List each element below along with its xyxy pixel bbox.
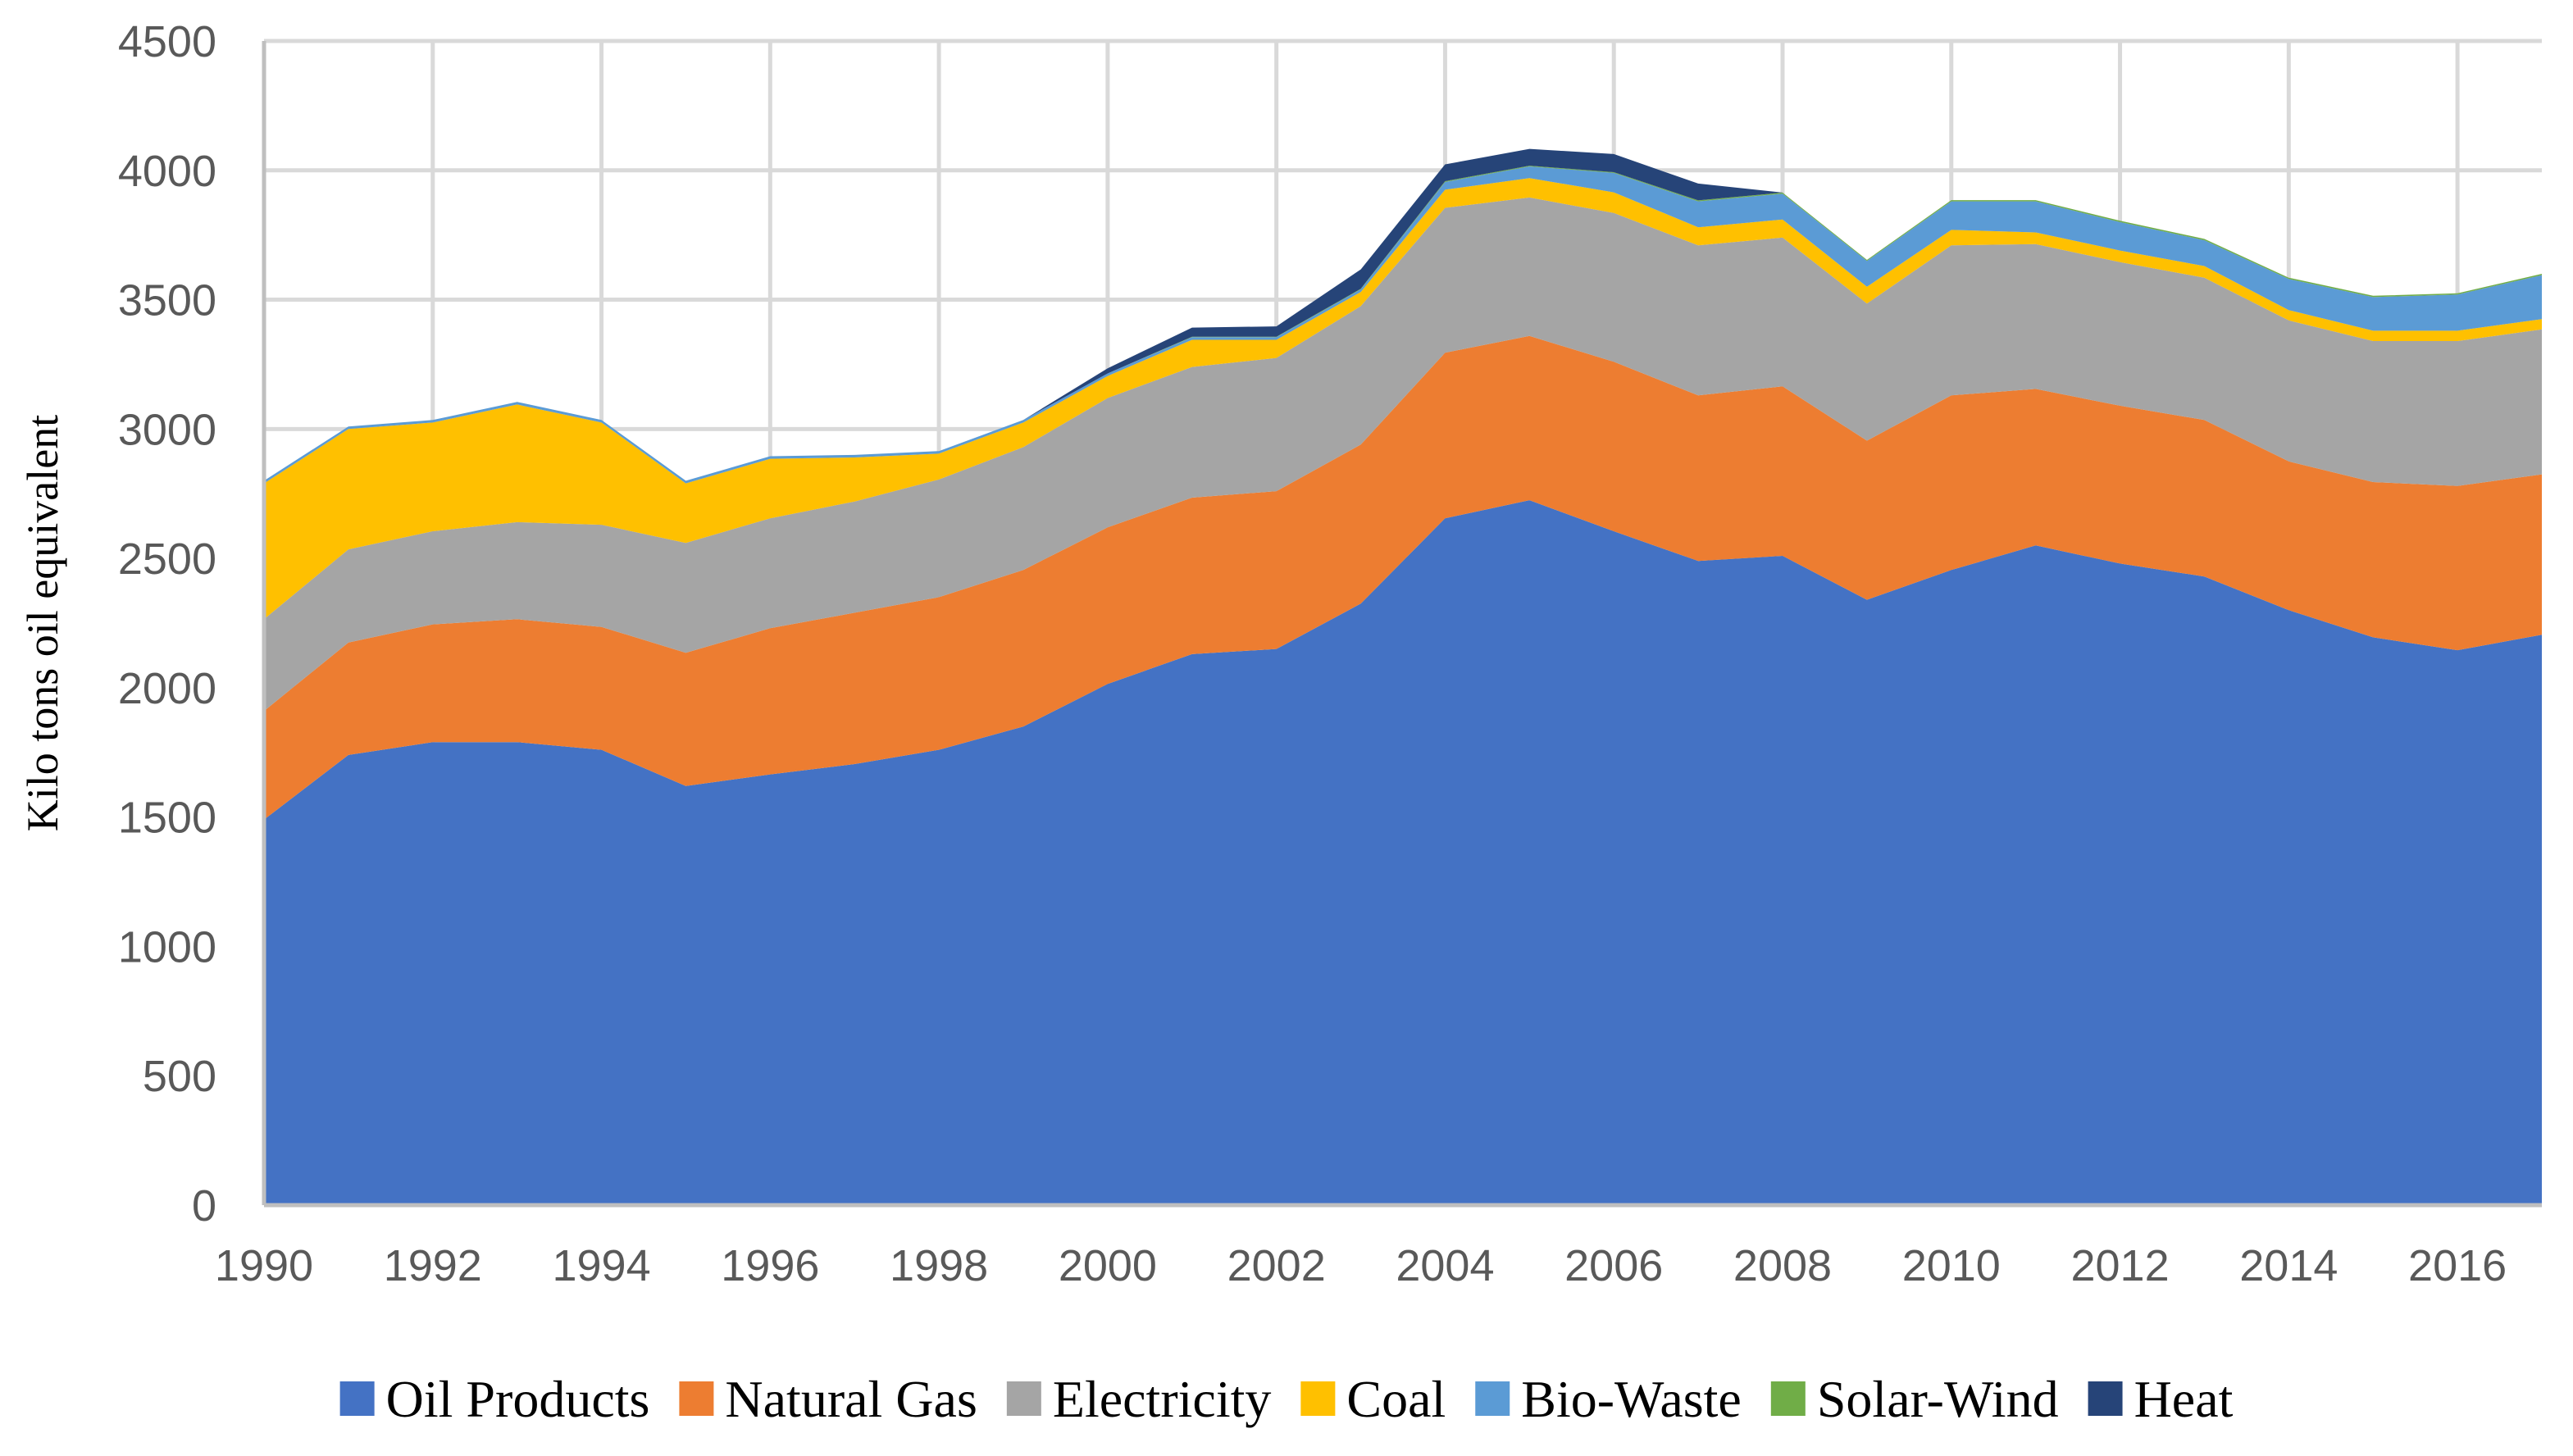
x-tick-label: 1992 [384, 1241, 482, 1290]
y-tick-label: 3000 [118, 405, 216, 454]
legend: Oil Products Natural Gas Electricity Coal Bi… [339, 1370, 2234, 1428]
area-natural-gas [264, 335, 2542, 820]
axes: 0 500 1000 1500 2000 2500 3000 3500 4000 4500 1990… [118, 17, 2542, 1290]
x-tick-label: 2010 [1902, 1241, 2001, 1290]
legend-item-natural-gas: Natural Gas [679, 1370, 977, 1428]
legend-swatch [679, 1381, 714, 1416]
y-tick-label: 2500 [118, 535, 216, 584]
legend-swatch [1300, 1381, 1336, 1416]
series-areas [264, 148, 2542, 1205]
y-tick-label: 3500 [118, 276, 216, 325]
area-oil-products [264, 500, 2542, 1205]
x-tick-label: 2016 [2408, 1241, 2507, 1290]
y-tick-label: 2000 [118, 664, 216, 713]
legend-item-electricity: Electricity [1006, 1370, 1272, 1428]
legend-item-heat: Heat [2088, 1370, 2234, 1428]
legend-item-oil-products: Oil Products [339, 1370, 650, 1428]
legend-swatch [1770, 1381, 1806, 1416]
legend-label: Solar-Wind [1817, 1370, 2059, 1428]
x-tick-label: 2012 [2070, 1241, 2169, 1290]
legend-swatch [1475, 1381, 1510, 1416]
legend-swatch [339, 1381, 375, 1416]
x-tick-label: 1996 [721, 1241, 819, 1290]
legend-label: Natural Gas [725, 1370, 977, 1428]
legend-item-coal: Coal [1300, 1370, 1446, 1428]
y-tick-label: 500 [143, 1052, 216, 1101]
legend-item-bio-waste: Bio-Waste [1475, 1370, 1742, 1428]
y-tick-label: 0 [192, 1181, 216, 1231]
x-tick-label: 2004 [1396, 1241, 1494, 1290]
x-tick-label: 2002 [1227, 1241, 1326, 1290]
x-tick-label: 2014 [2239, 1241, 2338, 1290]
y-tick-label: 4000 [118, 147, 216, 196]
legend-label: Oil Products [386, 1370, 650, 1428]
y-axis-title: Kilo tons oil equivalent [18, 415, 67, 831]
x-tick-label: 2000 [1059, 1241, 1157, 1290]
legend-item-solar-wind: Solar-Wind [1770, 1370, 2059, 1428]
x-tick-label: 2008 [1733, 1241, 1832, 1290]
x-tick-label: 1998 [890, 1241, 988, 1290]
x-tick-label: 1994 [552, 1241, 650, 1290]
area-electricity [264, 197, 2542, 712]
legend-label: Bio-Waste [1521, 1370, 1742, 1428]
legend-swatch [1006, 1381, 1041, 1416]
y-tick-label: 1500 [118, 794, 216, 843]
x-tick-label: 1990 [215, 1241, 313, 1290]
y-tick-label: 1000 [118, 922, 216, 971]
x-tick-label: 2006 [1564, 1241, 1663, 1290]
legend-label: Electricity [1053, 1370, 1272, 1428]
legend-label: Coal [1346, 1370, 1446, 1428]
y-tick-label: 4500 [118, 17, 216, 66]
legend-label: Heat [2134, 1370, 2234, 1428]
legend-swatch [2088, 1381, 2123, 1416]
